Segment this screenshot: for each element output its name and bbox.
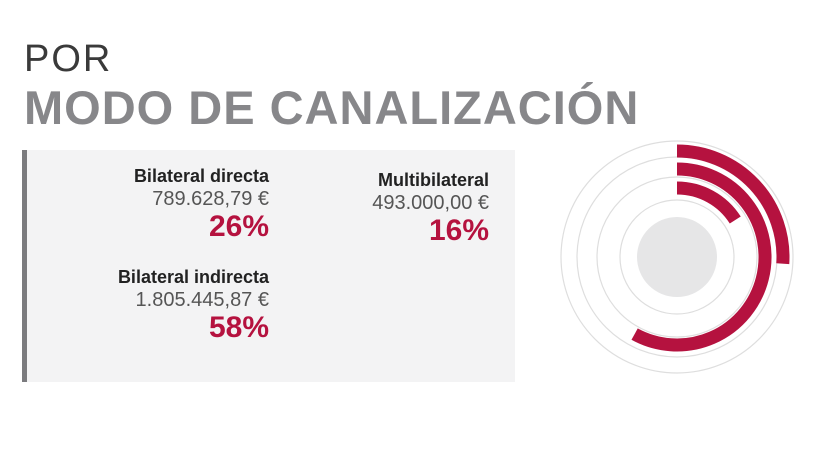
- page-title-line2: MODO DE CANALIZACIÓN: [24, 81, 640, 134]
- legend-value: 789.628,79 €: [152, 187, 269, 210]
- arc-bilateral-directa: [676, 144, 790, 265]
- panel-accent-bar: [22, 150, 27, 382]
- legend-entry-bilateral-indirecta: Bilateral indirecta 1.805.445,87 € 58%: [118, 267, 269, 343]
- center-disc: [637, 217, 717, 297]
- guide-ring-0: [619, 199, 735, 315]
- guide-ring-3: [560, 140, 794, 374]
- legend-percent: 16%: [428, 213, 489, 247]
- legend-label: Bilateral indirecta: [117, 267, 269, 287]
- legend-percent: 26%: [208, 209, 269, 243]
- legend-entry-multibilateral: Multibilateral 493.000,00 € 16%: [372, 170, 489, 246]
- arc-bilateral-indirecta: [631, 162, 772, 352]
- legend-value: 1.805.445,87 €: [135, 288, 269, 311]
- page-title-line1: POR: [24, 38, 113, 80]
- guide-ring-1: [596, 176, 758, 338]
- legend-value: 493.000,00 €: [372, 191, 489, 214]
- radial-bar-chart: [560, 140, 794, 374]
- legend-entry-bilateral-directa: Bilateral directa 789.628,79 € 26%: [134, 166, 269, 242]
- legend-panel: Bilateral directa 789.628,79 € 26% Multi…: [22, 150, 515, 382]
- legend-percent: 58%: [208, 310, 269, 344]
- legend-label: Bilateral directa: [133, 166, 269, 186]
- arc-multibilateral: [676, 181, 741, 224]
- legend-label: Multibilateral: [377, 170, 489, 190]
